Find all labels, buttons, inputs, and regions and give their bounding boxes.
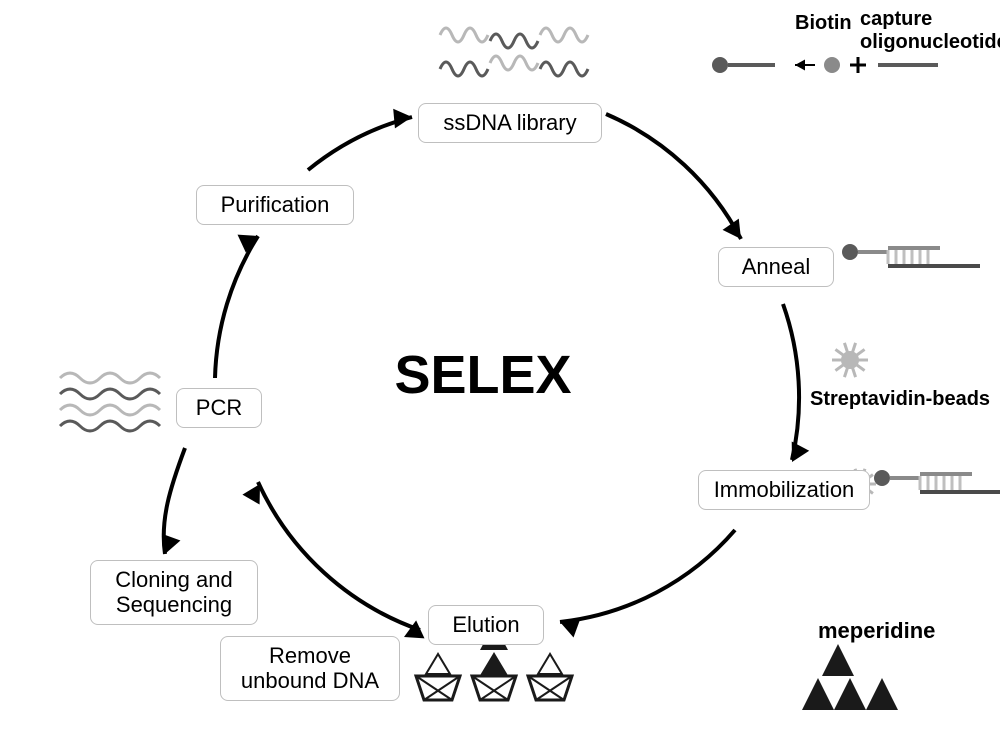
step-immob: Immobilization: [698, 470, 870, 510]
step-elution: Elution: [428, 605, 544, 645]
label-capture: capture oligonucleotide: [860, 8, 1000, 54]
step-cloning: Cloning and Sequencing: [90, 560, 258, 625]
selex-diagram: SELEX ssDNA library Anneal Immobilization E…: [0, 0, 1000, 745]
step-anneal: Anneal: [718, 247, 834, 287]
label-biotin: Biotin: [795, 12, 852, 35]
label-strep: Streptavidin-beads: [810, 388, 990, 411]
step-remove: Remove unbound DNA: [220, 636, 400, 701]
step-ssdna: ssDNA library: [418, 103, 602, 143]
step-purif: Purification: [196, 185, 354, 225]
center-title: SELEX: [394, 344, 571, 406]
step-pcr: PCR: [176, 388, 262, 428]
label-meper: meperidine: [818, 618, 935, 644]
